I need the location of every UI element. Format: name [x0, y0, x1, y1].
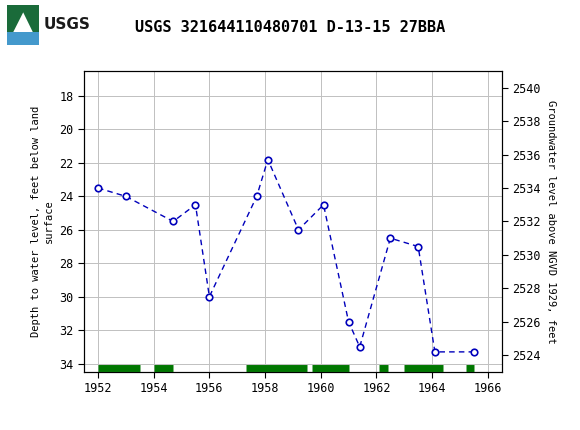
Text: USGS 321644110480701 D-13-15 27BBA: USGS 321644110480701 D-13-15 27BBA: [135, 21, 445, 35]
Bar: [7, 32, 39, 45]
Bar: [6, 4, 81, 46]
Y-axis label: Groundwater level above NGVD 1929, feet: Groundwater level above NGVD 1929, feet: [546, 100, 556, 343]
Point: [355, 344, 364, 350]
Text: USGS: USGS: [44, 17, 90, 32]
Legend: Period of approved data: Period of approved data: [181, 427, 405, 430]
Point: [414, 243, 423, 250]
Point: [205, 293, 214, 300]
Y-axis label: Depth to water level, feet below land
surface: Depth to water level, feet below land su…: [31, 106, 54, 337]
Point: [386, 235, 395, 242]
Polygon shape: [7, 12, 39, 45]
Point: [430, 348, 440, 355]
Point: [263, 156, 273, 163]
Point: [344, 318, 353, 325]
Point: [294, 226, 303, 233]
Point: [252, 193, 262, 200]
Point: [169, 218, 178, 225]
Point: [121, 193, 130, 200]
Point: [469, 348, 478, 355]
Point: [319, 201, 328, 208]
Point: [93, 184, 103, 191]
Point: [191, 201, 200, 208]
Bar: [7, 5, 39, 45]
